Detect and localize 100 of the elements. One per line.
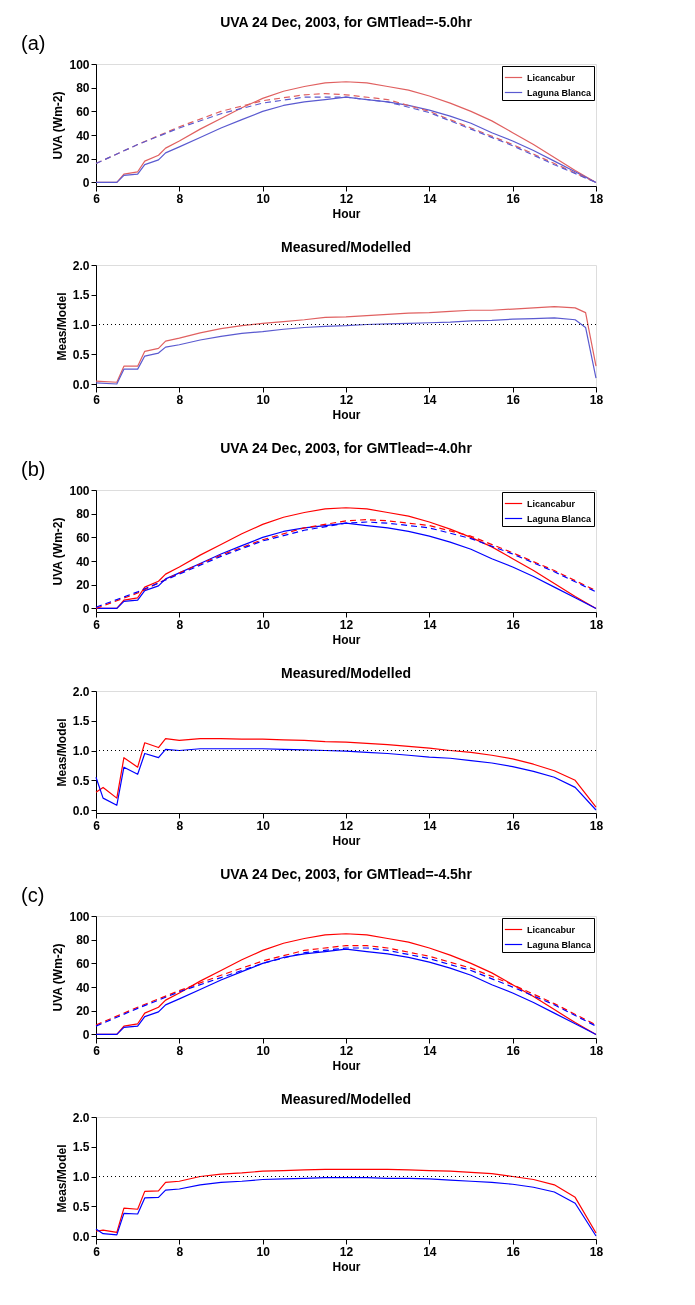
x-tick-label: 18 [589, 191, 604, 206]
y-tick-label: 2.0 [72, 258, 90, 273]
chart-title: UVA 24 Dec, 2003, for GMTlead=-4.0hr [220, 440, 473, 456]
y-tick-label: 60 [76, 956, 90, 971]
y-tick-label: 80 [76, 81, 90, 96]
x-tick-label: 10 [256, 392, 271, 407]
chart-title: UVA 24 Dec, 2003, for GMTlead=-5.0hr [220, 14, 473, 30]
x-tick-label: 8 [176, 617, 184, 632]
y-tick-label: 40 [76, 980, 90, 995]
x-tick-label: 14 [423, 617, 437, 632]
y-axis-title: Meas/Model [54, 718, 69, 787]
x-axis-title: Hour [332, 1259, 361, 1274]
line-series [95, 306, 597, 383]
x-axis-title: Hour [332, 407, 361, 422]
y-tick-label: 40 [76, 554, 90, 569]
x-tick-label: 10 [256, 818, 271, 833]
x-tick-label: 14 [423, 1043, 437, 1058]
y-tick-label: 0 [82, 601, 90, 616]
x-tick-label: 16 [506, 1043, 521, 1058]
chart-title: Measured/Modelled [281, 665, 411, 681]
legend-label: Laguna Blanca [527, 87, 593, 98]
x-tick-label: 6 [93, 191, 101, 206]
x-tick-label: 14 [423, 1244, 437, 1259]
y-tick-label: 0 [82, 1027, 90, 1042]
y-tick-label: 2.0 [72, 684, 90, 699]
x-axis-title: Hour [332, 1058, 361, 1073]
y-tick-label: 1.0 [72, 1170, 90, 1185]
y-axis-title: UVA (Wm-2) [51, 943, 66, 1012]
x-tick-label: 6 [93, 617, 101, 632]
y-tick-label: 0.5 [72, 347, 90, 362]
x-tick-label: 12 [339, 818, 354, 833]
x-tick-label: 8 [176, 392, 184, 407]
text: (a) [21, 32, 46, 54]
x-tick-label: 14 [423, 392, 437, 407]
x-axis-title: Hour [332, 206, 361, 221]
y-tick-label: 2.0 [72, 1110, 90, 1125]
y-tick-label: 0.0 [72, 1229, 90, 1244]
y-tick-label: 40 [76, 128, 90, 143]
x-tick-label: 18 [589, 617, 604, 632]
x-tick-label: 18 [589, 1043, 604, 1058]
x-tick-label: 16 [506, 617, 521, 632]
y-axis-title: UVA (Wm-2) [51, 517, 66, 586]
line-series [95, 738, 597, 808]
x-tick-label: 18 [589, 392, 604, 407]
x-axis-title: Hour [332, 833, 361, 848]
x-tick-label: 12 [339, 1043, 354, 1058]
y-tick-label: 0.0 [72, 803, 90, 818]
y-tick-label: 20 [76, 152, 90, 167]
x-tick-label: 18 [589, 818, 604, 833]
y-axis-title: UVA (Wm-2) [51, 91, 66, 160]
y-tick-label: 80 [76, 933, 90, 948]
x-tick-label: 12 [339, 1244, 354, 1259]
y-tick-label: 0.5 [72, 1199, 90, 1214]
y-tick-label: 60 [76, 530, 90, 545]
x-tick-label: 8 [176, 1244, 184, 1259]
legend-label: Licancabur [527, 924, 576, 935]
x-tick-label: 14 [423, 191, 437, 206]
y-tick-label: 0.0 [72, 377, 90, 392]
x-tick-label: 8 [176, 191, 184, 206]
legend-label: Laguna Blanca [527, 513, 593, 524]
x-tick-label: 12 [339, 191, 354, 206]
x-tick-label: 16 [506, 392, 521, 407]
y-tick-label: 100 [69, 909, 90, 924]
x-tick-label: 12 [339, 392, 354, 407]
y-tick-label: 60 [76, 104, 90, 119]
x-tick-label: 10 [256, 617, 271, 632]
y-tick-label: 0 [82, 175, 90, 190]
x-axis-title: Hour [332, 632, 361, 647]
x-tick-label: 12 [339, 617, 354, 632]
x-tick-label: 8 [176, 1043, 184, 1058]
text: (c) [21, 884, 45, 906]
x-tick-label: 6 [93, 1244, 101, 1259]
x-tick-label: 10 [256, 1244, 271, 1259]
x-tick-label: 8 [176, 818, 184, 833]
x-tick-label: 10 [256, 191, 271, 206]
chart-title: UVA 24 Dec, 2003, for GMTlead=-4.5hr [220, 866, 473, 882]
y-tick-label: 1.5 [72, 288, 90, 303]
x-tick-label: 10 [256, 1043, 271, 1058]
x-tick-label: 16 [506, 1244, 521, 1259]
legend-label: Licancabur [527, 72, 576, 83]
y-tick-label: 1.5 [72, 714, 90, 729]
y-tick-label: 1.5 [72, 1140, 90, 1155]
y-tick-label: 0.5 [72, 773, 90, 788]
x-tick-label: 6 [93, 1043, 101, 1058]
legend-label: Laguna Blanca [527, 939, 593, 950]
y-tick-label: 20 [76, 1004, 90, 1019]
x-tick-label: 18 [589, 1244, 604, 1259]
y-tick-label: 1.0 [72, 744, 90, 759]
text: (b) [21, 458, 46, 480]
chart-title: Measured/Modelled [281, 1091, 411, 1107]
y-axis-title: Meas/Model [54, 292, 69, 361]
x-tick-label: 6 [93, 818, 101, 833]
y-tick-label: 100 [69, 57, 90, 72]
y-axis-title: Meas/Model [54, 1144, 69, 1213]
x-tick-label: 14 [423, 818, 437, 833]
line-series [95, 1168, 597, 1234]
x-tick-label: 16 [506, 191, 521, 206]
legend-label: Licancabur [527, 498, 576, 509]
y-tick-label: 1.0 [72, 318, 90, 333]
y-tick-label: 20 [76, 578, 90, 593]
